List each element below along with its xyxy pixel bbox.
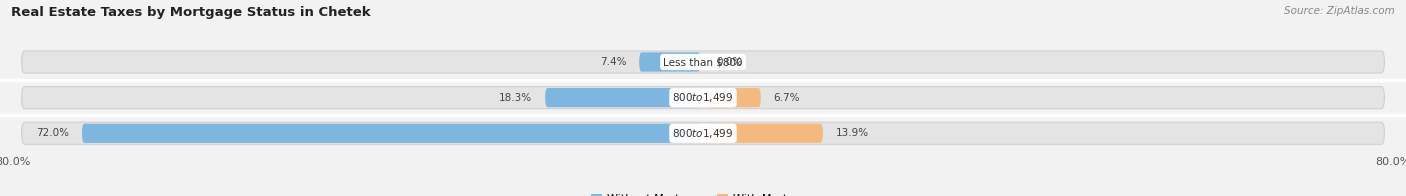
FancyBboxPatch shape [640,52,700,72]
Text: Real Estate Taxes by Mortgage Status in Chetek: Real Estate Taxes by Mortgage Status in … [11,6,371,19]
FancyBboxPatch shape [546,88,700,107]
FancyBboxPatch shape [706,88,761,107]
FancyBboxPatch shape [21,122,1385,144]
Text: 18.3%: 18.3% [499,93,533,103]
Text: 0.0%: 0.0% [716,57,742,67]
Text: 7.4%: 7.4% [600,57,626,67]
FancyBboxPatch shape [706,124,823,143]
Legend: Without Mortgage, With Mortgage: Without Mortgage, With Mortgage [586,189,820,196]
Text: $800 to $1,499: $800 to $1,499 [672,91,734,104]
FancyBboxPatch shape [82,124,700,143]
Text: $800 to $1,499: $800 to $1,499 [672,127,734,140]
Text: 13.9%: 13.9% [835,128,869,138]
FancyBboxPatch shape [21,87,1385,109]
Text: Source: ZipAtlas.com: Source: ZipAtlas.com [1284,6,1395,16]
FancyBboxPatch shape [21,51,1385,73]
Text: 6.7%: 6.7% [773,93,800,103]
Text: Less than $800: Less than $800 [664,57,742,67]
Text: 72.0%: 72.0% [37,128,69,138]
